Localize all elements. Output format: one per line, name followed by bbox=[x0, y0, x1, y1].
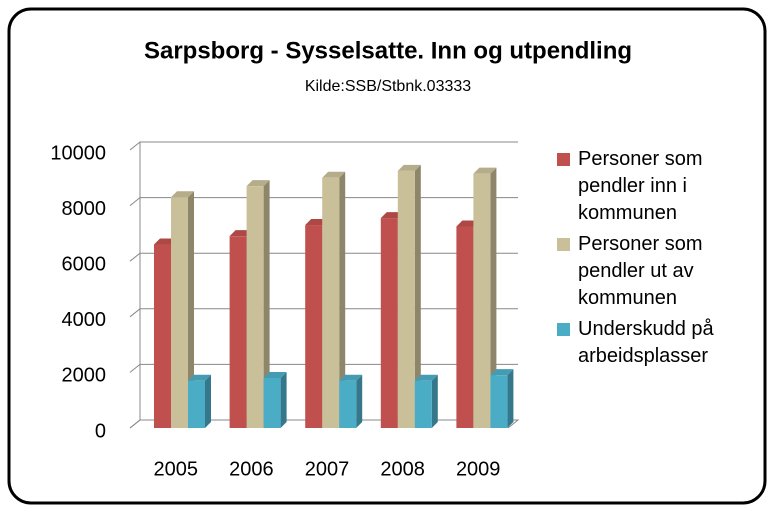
bar-side bbox=[490, 167, 497, 428]
bar bbox=[305, 225, 323, 428]
bar bbox=[246, 186, 264, 428]
bar-side bbox=[263, 180, 270, 428]
bar bbox=[154, 244, 171, 428]
bar-side bbox=[507, 369, 514, 428]
bar-side bbox=[280, 371, 287, 428]
bar-side bbox=[339, 171, 346, 429]
y-tick-label: 6000 bbox=[62, 253, 107, 275]
bar bbox=[229, 236, 247, 428]
legend-label: Personer som pendler inn i kommunen bbox=[578, 148, 703, 224]
legend-swatch bbox=[557, 323, 570, 336]
x-tick-label: 2005 bbox=[154, 458, 199, 480]
y-tick-label: 10000 bbox=[50, 142, 106, 164]
bar bbox=[263, 377, 281, 428]
y-tick-label: 4000 bbox=[62, 309, 107, 331]
legend-swatch bbox=[557, 153, 570, 166]
bar bbox=[171, 197, 188, 428]
bar-top bbox=[171, 191, 194, 198]
bar bbox=[322, 177, 340, 428]
bar-top bbox=[339, 374, 363, 381]
bar bbox=[188, 380, 205, 428]
bar bbox=[397, 170, 415, 428]
bar-top bbox=[397, 164, 421, 171]
bar bbox=[414, 380, 432, 428]
bar-side bbox=[414, 164, 421, 428]
legend-label: Underskudd på arbeidsplasser bbox=[578, 318, 714, 367]
chart-subtitle: Kilde:SSB/Stbnk.03333 bbox=[305, 78, 471, 95]
bar-top bbox=[414, 374, 438, 381]
chart-title: Sarpsborg - Sysselsatte. Inn og utpendli… bbox=[144, 37, 632, 64]
bar-top bbox=[473, 167, 497, 174]
bar-side bbox=[205, 374, 211, 428]
bar-top bbox=[263, 371, 287, 378]
bar-top bbox=[490, 369, 514, 376]
x-tick-label: 2008 bbox=[380, 458, 425, 480]
bar-side bbox=[431, 374, 438, 428]
grid-line bbox=[129, 197, 518, 206]
x-tick-label: 2007 bbox=[305, 458, 350, 480]
x-tick-label: 2009 bbox=[456, 458, 501, 480]
bar-side bbox=[356, 374, 363, 428]
y-tick-label: 8000 bbox=[62, 198, 107, 220]
bar-top bbox=[246, 180, 270, 187]
bar-side bbox=[188, 191, 194, 428]
grid-line bbox=[129, 141, 518, 151]
legend-swatch bbox=[557, 238, 570, 251]
legend-label: Personer som pendler ut av kommunen bbox=[578, 233, 703, 309]
y-tick-label: 0 bbox=[95, 420, 106, 442]
bar bbox=[473, 173, 491, 428]
bar-top bbox=[322, 171, 346, 178]
bar bbox=[380, 218, 398, 428]
y-tick-label: 2000 bbox=[62, 365, 107, 387]
bar bbox=[339, 380, 357, 428]
bar bbox=[490, 375, 508, 428]
bar-top bbox=[188, 374, 211, 381]
bar bbox=[456, 226, 474, 428]
x-tick-label: 2006 bbox=[229, 458, 274, 480]
